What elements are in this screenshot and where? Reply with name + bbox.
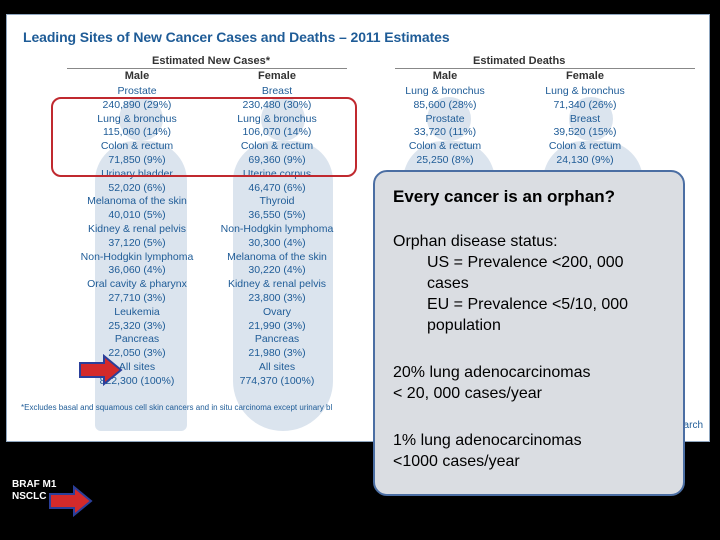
search-link[interactable]: earch bbox=[677, 420, 703, 431]
footnote: *Excludes basal and squamous cell skin c… bbox=[21, 403, 333, 412]
top-sites-highlight bbox=[51, 97, 357, 177]
new-cases-header: Estimated New Cases* bbox=[152, 55, 270, 67]
us-definition-cont: cases bbox=[427, 275, 469, 292]
list-item: Non-Hodgkin lymphoma 30,300 (4%) bbox=[220, 222, 334, 249]
list-item: Non-Hodgkin lymphoma 36,060 (4%) bbox=[80, 250, 194, 277]
male-header: Male bbox=[432, 70, 458, 82]
list-item: Colon & rectum 24,130 (9%) bbox=[548, 140, 622, 166]
callout-heading: Every cancer is an orphan? bbox=[393, 187, 616, 206]
eu-definition-cont: population bbox=[427, 317, 501, 334]
deaths-male-column: Lung & bronchus 85,600 (28%) Prostate 33,7… bbox=[375, 85, 515, 168]
list-item: Kidney & renal pelvis 37,120 (5%) bbox=[87, 222, 187, 249]
list-item: Pancreas 21,980 (3%) bbox=[248, 333, 306, 360]
kras-stat: 20% lung adenocarcinomas bbox=[393, 364, 591, 381]
male-silhouette-head bbox=[119, 97, 163, 141]
list-item: Thyroid 36,550 (5%) bbox=[248, 195, 306, 222]
orphan-callout-box: Every cancer is an orphan? Orphan diseas… bbox=[373, 170, 685, 496]
orphan-status-title: Orphan disease status: bbox=[393, 233, 558, 250]
female-silhouette bbox=[233, 141, 333, 431]
us-definition: US = Prevalence <200, 000 bbox=[427, 254, 624, 271]
list-item: All sites 822,300 (100%) bbox=[99, 360, 175, 387]
list-item: Melanoma of the skin 30,220 (4%) bbox=[227, 250, 327, 277]
female-silhouette-head bbox=[569, 97, 613, 141]
kras-label: KRAS M1 NSCLC bbox=[12, 344, 58, 367]
list-item: Colon & rectum 25,250 (8%) bbox=[408, 140, 482, 166]
divider bbox=[67, 68, 347, 69]
list-item: Pancreas 22,050 (3%) bbox=[108, 333, 166, 360]
list-item: Prostate 33,720 (11%) bbox=[413, 112, 477, 139]
male-header: Male bbox=[124, 70, 150, 82]
list-item: Colon & rectum 71,850 (9%) bbox=[100, 140, 174, 166]
eu-definition: EU = Prevalence <5/10, 000 bbox=[427, 296, 629, 313]
list-item: Oral cavity & pharynx 27,710 (3%) bbox=[87, 278, 187, 304]
list-item: Lung & bronchus 71,340 (26%) bbox=[545, 85, 625, 111]
table-title: Leading Sites of New Cancer Cases and De… bbox=[23, 29, 450, 45]
list-item: Breast 230,480 (30%) bbox=[242, 85, 312, 111]
female-silhouette-head bbox=[261, 97, 305, 141]
deaths-female-column: Lung & bronchus 71,340 (26%) Breast 39,520… bbox=[515, 85, 655, 168]
list-item: Melanoma of the skin 40,010 (5%) bbox=[87, 195, 187, 222]
list-item: Prostate 240,890 (29%) bbox=[102, 85, 172, 111]
new-cases-male-column: Prostate 240,890 (29%) Lung & bronchus 115… bbox=[67, 85, 207, 389]
list-item: Lung & bronchus 115,060 (14%) bbox=[97, 112, 177, 139]
list-item: Leukemia 25,320 (3%) bbox=[108, 305, 166, 332]
deaths-header: Estimated Deaths bbox=[473, 55, 566, 67]
braf-stat: 1% lung adenocarcinomas bbox=[393, 432, 582, 449]
braf-label: BRAF M1 NSCLC bbox=[12, 479, 57, 502]
male-silhouette-head bbox=[427, 97, 471, 141]
braf-stat-cont: <1000 cases/year bbox=[393, 453, 520, 470]
list-item: Kidney & renal pelvis 23,800 (3%) bbox=[227, 278, 327, 304]
list-item: Breast 39,520 (15%) bbox=[553, 112, 617, 139]
list-item: Ovary 21,990 (3%) bbox=[248, 305, 306, 332]
male-silhouette bbox=[95, 141, 187, 431]
braf-arrow-icon bbox=[49, 485, 93, 517]
divider bbox=[395, 68, 695, 69]
female-header: Female bbox=[566, 70, 604, 82]
list-item: All sites 774,370 (100%) bbox=[239, 360, 315, 387]
kras-arrow-icon bbox=[79, 354, 123, 386]
female-header: Female bbox=[258, 70, 296, 82]
list-item: Lung & bronchus 85,600 (28%) bbox=[405, 85, 485, 111]
list-item: Lung & bronchus 106,070 (14%) bbox=[237, 112, 317, 139]
list-item: Colon & rectum 69,360 (9%) bbox=[240, 140, 314, 166]
kras-stat-cont: < 20, 000 cases/year bbox=[393, 385, 542, 402]
new-cases-female-column: Breast 230,480 (30%) Lung & bronchus 106,0… bbox=[207, 85, 347, 389]
